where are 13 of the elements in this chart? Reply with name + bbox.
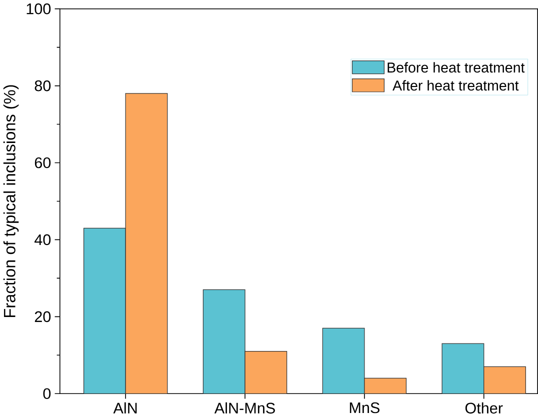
- y-axis-title: Fraction of typical inclusions (%): [3, 85, 19, 317]
- x-tick-label: Other: [465, 402, 503, 414]
- x-tick-label: AlN-MnS: [214, 402, 275, 414]
- x-tick-label: MnS: [350, 402, 380, 414]
- y-tick-label: 100: [26, 3, 51, 14]
- y-tick-label: 60: [34, 157, 51, 168]
- y-tick-label: 80: [34, 80, 51, 92]
- y-tick-label: 20: [34, 311, 51, 322]
- x-tick-label: AlN: [113, 402, 137, 414]
- legend-label: After heat treatment: [392, 80, 519, 91]
- y-tick-label: 40: [34, 234, 51, 246]
- y-tick-label: 0: [43, 388, 51, 400]
- legend-label: Before heat treatment: [388, 62, 525, 73]
